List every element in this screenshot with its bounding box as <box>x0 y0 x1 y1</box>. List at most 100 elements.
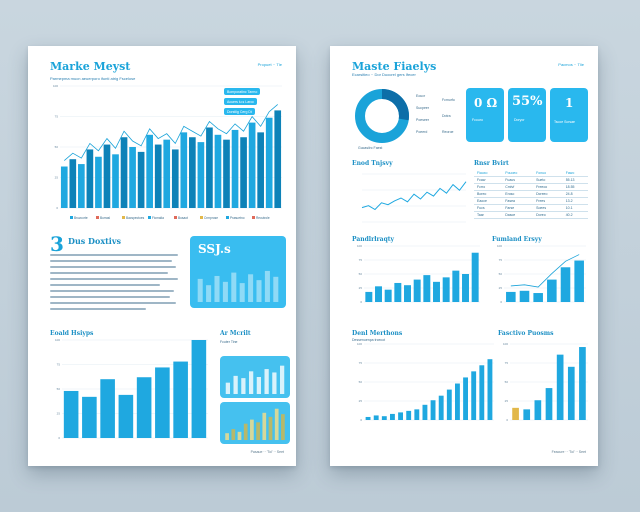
table-row: Boreo Eroso Dcreeo 24.8 <box>474 190 588 198</box>
bar <box>197 278 203 302</box>
text-line <box>50 254 178 256</box>
table-cell: Sueto <box>533 176 563 184</box>
tick-label: 25 <box>359 286 363 290</box>
bar <box>365 291 373 302</box>
text-line <box>50 290 174 292</box>
bar <box>423 275 431 302</box>
text-line <box>50 302 176 304</box>
section-subtitle: Fcuter Tine <box>220 340 238 344</box>
legend-swatch <box>252 216 255 219</box>
bar <box>471 252 479 302</box>
bar <box>556 354 564 420</box>
bar <box>86 149 94 208</box>
bar <box>129 147 136 208</box>
tick-label: 25 <box>55 176 59 180</box>
section-title: Eoald Hsiyps <box>50 330 94 337</box>
bar <box>523 409 531 420</box>
table-row: Fucs Farse Soees 10.1 <box>474 204 588 212</box>
bar <box>413 279 421 302</box>
tick-label: 50 <box>57 387 61 391</box>
kpi-side-label: Reoroe <box>442 130 454 134</box>
tick-label: 50 <box>359 380 363 384</box>
chart-pill: Dorstlig Cerg Dt <box>224 108 255 115</box>
page-title: Maste Fiaelys <box>352 60 437 73</box>
bar <box>239 283 245 302</box>
table-cell: Eaoce <box>474 197 503 205</box>
tick-label: 25 <box>359 399 363 403</box>
bar <box>225 382 231 394</box>
bar <box>422 404 428 420</box>
legend-label: Bacspectoes <box>126 216 145 220</box>
table-row: Fcrro Cmlvf Freeoo 18.55 <box>474 183 588 191</box>
table-header: Pouoeo <box>502 170 534 177</box>
kpi-card: 55% Doryor <box>508 88 546 142</box>
legend-swatch <box>148 216 151 219</box>
text-line <box>50 266 176 268</box>
tick-label: 0 <box>506 418 508 422</box>
bar <box>506 291 516 302</box>
table-cell: Fcrro <box>474 183 503 191</box>
legend-item: Ficmalia <box>148 216 164 220</box>
bar <box>163 139 171 208</box>
tick-label: 100 <box>503 342 508 346</box>
bar <box>574 260 584 302</box>
bar <box>256 422 260 440</box>
bar <box>274 110 282 208</box>
table-cell: Fucs <box>474 204 503 212</box>
kpi-label: Tscoe Scrsae <box>554 120 576 124</box>
table-cell: 18.55 <box>562 183 588 191</box>
bar <box>560 267 571 302</box>
bar <box>479 365 485 420</box>
header-link[interactable]: Pacmos ·· Tlie <box>558 62 584 67</box>
table-cell: Frees <box>533 197 563 205</box>
tick-label: 75 <box>57 363 61 367</box>
donut-label: Poeerd <box>416 130 428 134</box>
report-page-right: Maste Fiaelys Pacmos ·· Tlie Ecarsitieo … <box>330 46 598 466</box>
mid-right-bar-chart: 0 25 50 75 100 <box>497 244 586 304</box>
bar <box>154 144 162 208</box>
page-footer: Feacure ·· 'Tol' ·· Seet <box>551 450 586 454</box>
donut-chart <box>355 89 409 143</box>
bar <box>579 347 586 420</box>
legend-label: Recutrole <box>256 216 270 220</box>
table-cell: Taar <box>474 211 503 219</box>
bar <box>442 277 450 302</box>
table-cell: 13.2 <box>562 197 588 205</box>
legend-item: Bacspectoes <box>122 216 144 220</box>
bar <box>241 378 246 394</box>
bar <box>471 371 477 420</box>
legend-swatch <box>200 216 203 219</box>
tick-label: 0 <box>56 206 58 210</box>
tick-label: 75 <box>359 258 363 262</box>
tick-label: 50 <box>505 380 509 384</box>
bar <box>231 129 239 208</box>
bar <box>365 416 371 420</box>
line-series <box>361 181 467 211</box>
bar <box>120 137 128 208</box>
tick-label: 50 <box>499 272 503 276</box>
bar <box>197 142 205 208</box>
bar <box>222 281 228 302</box>
section-title: Ar Mcrilt <box>220 330 251 337</box>
kpi-card: 0 Ω Fcouro <box>466 88 504 142</box>
tick-label: 50 <box>359 272 363 276</box>
table-cell: 55.13 <box>562 176 588 184</box>
legend-label: Bruzcorte <box>74 216 88 220</box>
bar <box>404 285 411 302</box>
mini-bar-chart <box>225 365 285 394</box>
header-link[interactable]: Propuet ·· Tle <box>257 62 282 67</box>
bar <box>173 361 188 438</box>
table-row: Taar Dasce Doreo 40.2 <box>474 211 588 219</box>
bar <box>384 289 392 302</box>
table-cell: Soees <box>533 204 563 212</box>
bar <box>373 415 379 420</box>
tick-label: 100 <box>497 244 502 248</box>
donut-label: Sucpeer <box>416 106 430 110</box>
legend-label: Prasuetno <box>230 216 245 220</box>
bar <box>463 377 468 420</box>
bar <box>519 290 530 302</box>
section-title: Rnsr Bvirt <box>474 160 509 167</box>
page-title: Marke Meyst <box>50 60 131 73</box>
text-line <box>50 260 172 262</box>
chart-pill: Bomporatinc Tarmo <box>224 88 261 95</box>
